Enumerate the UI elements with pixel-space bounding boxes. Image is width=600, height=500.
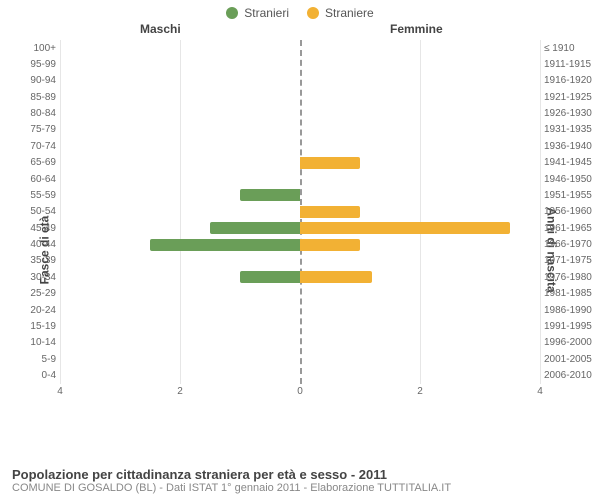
column-headers: Maschi Femmine [0,22,600,40]
chart-row: 80-841926-1930 [60,106,540,122]
x-tick-label: 2 [417,386,423,397]
footer-title: Popolazione per cittadinanza straniera p… [12,467,588,482]
plot: 100+≤ 191095-991911-191590-941916-192085… [60,40,540,384]
x-tick-label: 4 [537,386,543,397]
birth-year-label: 1946-1950 [544,174,600,185]
age-label: 25-29 [22,288,56,299]
footer-subtitle: COMUNE DI GOSALDO (BL) - Dati ISTAT 1° g… [12,482,588,494]
legend: Stranieri Straniere [0,0,600,22]
column-header-female: Femmine [390,22,443,36]
bar-female [300,271,372,283]
age-label: 75-79 [22,124,56,135]
bar-male [150,239,300,251]
age-label: 10-14 [22,337,56,348]
chart-row: 75-791931-1935 [60,122,540,138]
age-label: 80-84 [22,108,56,119]
birth-year-label: 1931-1935 [544,124,600,135]
bar-female [300,222,510,234]
age-label: 95-99 [22,59,56,70]
birth-year-label: 1996-2000 [544,337,600,348]
age-label: 85-89 [22,92,56,103]
chart-row: 35-391971-1975 [60,253,540,269]
birth-year-label: 1941-1945 [544,157,600,168]
chart-row: 50-541956-1960 [60,204,540,220]
legend-label-male: Stranieri [244,6,289,20]
x-tick-label: 2 [177,386,183,397]
birth-year-label: 1961-1965 [544,223,600,234]
birth-year-label: 1986-1990 [544,305,600,316]
chart-row: 95-991911-1915 [60,56,540,72]
chart-row: 65-691941-1945 [60,155,540,171]
age-label: 20-24 [22,305,56,316]
legend-label-female: Straniere [325,6,374,20]
age-label: 50-54 [22,206,56,217]
chart-row: 20-241986-1990 [60,302,540,318]
birth-year-label: 1981-1985 [544,288,600,299]
birth-year-label: 1976-1980 [544,272,600,283]
age-label: 60-64 [22,174,56,185]
age-label: 0-4 [22,370,56,381]
chart-row: 40-441966-1970 [60,237,540,253]
male-swatch [226,7,238,19]
birth-year-label: 1926-1930 [544,108,600,119]
bar-male [210,222,300,234]
chart-row: 10-141996-2000 [60,335,540,351]
chart-row: 15-191991-1995 [60,318,540,334]
chart-row: 90-941916-1920 [60,73,540,89]
bar-female [300,239,360,251]
bar-male [240,271,300,283]
chart-row: 70-741936-1940 [60,138,540,154]
age-label: 40-44 [22,239,56,250]
chart-row: 45-491961-1965 [60,220,540,236]
birth-year-label: 1936-1940 [544,141,600,152]
legend-item-male: Stranieri [226,6,289,20]
age-label: 55-59 [22,190,56,201]
x-axis: 4 2 0 2 4 [60,386,540,402]
age-label: 30-34 [22,272,56,283]
age-label: 35-39 [22,255,56,266]
chart-row: 5-92001-2005 [60,351,540,367]
bar-male [240,189,300,201]
birth-year-label: ≤ 1910 [544,43,600,54]
female-swatch [307,7,319,19]
chart-row: 60-641946-1950 [60,171,540,187]
birth-year-label: 1911-1915 [544,59,600,70]
legend-item-female: Straniere [307,6,374,20]
bar-female [300,206,360,218]
birth-year-label: 2006-2010 [544,370,600,381]
birth-year-label: 1916-1920 [544,75,600,86]
birth-year-label: 1951-1955 [544,190,600,201]
birth-year-label: 1971-1975 [544,255,600,266]
age-label: 5-9 [22,354,56,365]
chart-row: 25-291981-1985 [60,286,540,302]
chart-row: 100+≤ 1910 [60,40,540,56]
age-label: 100+ [22,43,56,54]
birth-year-label: 1991-1995 [544,321,600,332]
chart-row: 0-42006-2010 [60,368,540,384]
column-header-male: Maschi [140,22,181,36]
x-tick-label: 0 [297,386,303,397]
chart-row: 30-341976-1980 [60,269,540,285]
age-label: 90-94 [22,75,56,86]
age-label: 15-19 [22,321,56,332]
birth-year-label: 1966-1970 [544,239,600,250]
age-label: 45-49 [22,223,56,234]
birth-year-label: 1956-1960 [544,206,600,217]
birth-year-label: 2001-2005 [544,354,600,365]
chart-row: 85-891921-1925 [60,89,540,105]
age-label: 65-69 [22,157,56,168]
x-tick-label: 4 [57,386,63,397]
grid-line [540,40,541,384]
chart-footer: Popolazione per cittadinanza straniera p… [12,467,588,494]
bar-female [300,157,360,169]
chart-area: 100+≤ 191095-991911-191590-941916-192085… [60,40,540,420]
age-label: 70-74 [22,141,56,152]
chart-row: 55-591951-1955 [60,187,540,203]
birth-year-label: 1921-1925 [544,92,600,103]
